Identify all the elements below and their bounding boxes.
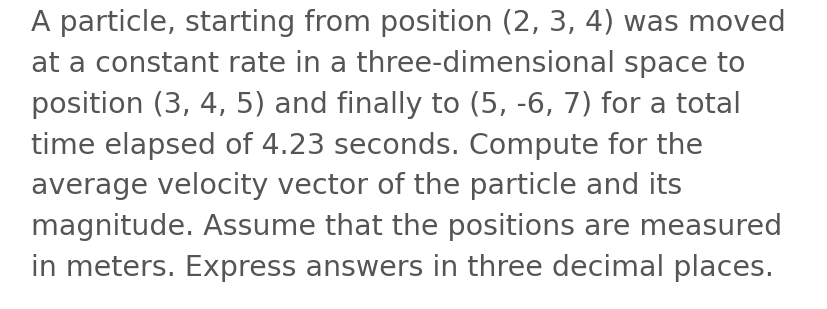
Text: magnitude. Assume that the positions are measured: magnitude. Assume that the positions are…: [31, 213, 782, 241]
Text: time elapsed of 4.23 seconds. Compute for the: time elapsed of 4.23 seconds. Compute fo…: [31, 132, 703, 160]
Text: at a constant rate in a three-dimensional space to: at a constant rate in a three-dimensiona…: [31, 50, 745, 78]
Text: position (3, 4, 5) and finally to (5, -6, 7) for a total: position (3, 4, 5) and finally to (5, -6…: [31, 91, 740, 119]
Text: average velocity vector of the particle and its: average velocity vector of the particle …: [31, 172, 682, 201]
Text: A particle, starting from position (2, 3, 4) was moved: A particle, starting from position (2, 3…: [31, 9, 786, 37]
Text: in meters. Express answers in three decimal places.: in meters. Express answers in three deci…: [31, 254, 773, 282]
